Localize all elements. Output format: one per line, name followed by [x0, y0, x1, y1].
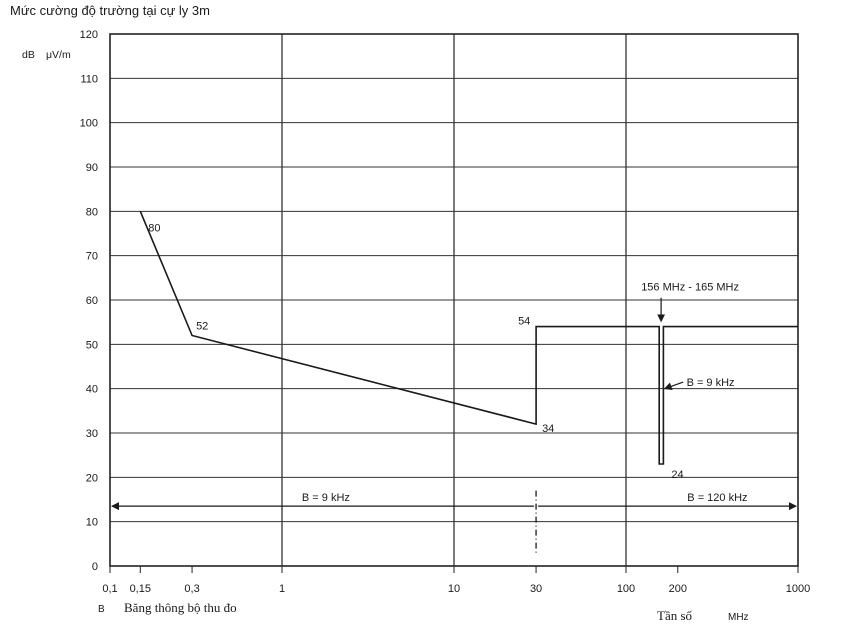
x-tick-label: 1 [279, 583, 285, 595]
x-tick-label: 10 [448, 583, 460, 595]
x-axis-unit: MHz [728, 612, 749, 623]
y-tick-label: 30 [86, 428, 98, 440]
chart-title: Mức cường độ trường tại cự ly 3m [10, 3, 210, 18]
x-tick-label: 100 [617, 583, 635, 595]
bandwidth-label-high: B = 120 kHz [687, 492, 747, 504]
bandwidth-legend-letter: B [98, 604, 105, 615]
y-tick-label: 50 [86, 339, 98, 351]
bandwidth-label-low: B = 9 kHz [302, 492, 350, 504]
y-tick-label: 0 [92, 561, 98, 573]
y-axis-unit-db: dB [22, 49, 35, 61]
y-axis-unit-field: μV/m [46, 49, 71, 61]
y-tick-label: 20 [86, 472, 98, 484]
data-label: 24 [671, 469, 683, 481]
y-tick-label: 120 [80, 29, 98, 41]
y-tick-label: 100 [80, 118, 98, 130]
y-tick-label: 10 [86, 517, 98, 529]
data-label: 54 [518, 316, 530, 328]
notch-frequency-label: 156 MHz - 165 MHz [641, 282, 739, 294]
x-tick-label: 1000 [786, 583, 810, 595]
x-tick-label: 30 [530, 583, 542, 595]
notch-bw-arrow [663, 381, 684, 391]
bandwidth-legend-text: Băng thông bộ thu đo [124, 600, 237, 615]
x-axis-label: Tần số [657, 608, 693, 623]
y-tick-label: 70 [86, 251, 98, 263]
notch-bandwidth-label: B = 9 kHz [687, 377, 735, 389]
y-tick-label: 110 [80, 73, 98, 85]
x-tick-label: 200 [669, 583, 687, 595]
x-tick-label: 0,1 [102, 583, 117, 595]
limit-line-series [139, 210, 798, 465]
data-label: 52 [196, 320, 208, 332]
x-tick-label: 0,3 [184, 583, 199, 595]
y-tick-label: 80 [86, 206, 98, 218]
data-label: 80 [148, 222, 160, 234]
data-label: 34 [542, 423, 554, 435]
y-tick-label: 60 [86, 295, 98, 307]
y-tick-label: 90 [86, 162, 98, 174]
y-tick-label: 40 [86, 384, 98, 396]
x-tick-label: 0,15 [130, 583, 151, 595]
